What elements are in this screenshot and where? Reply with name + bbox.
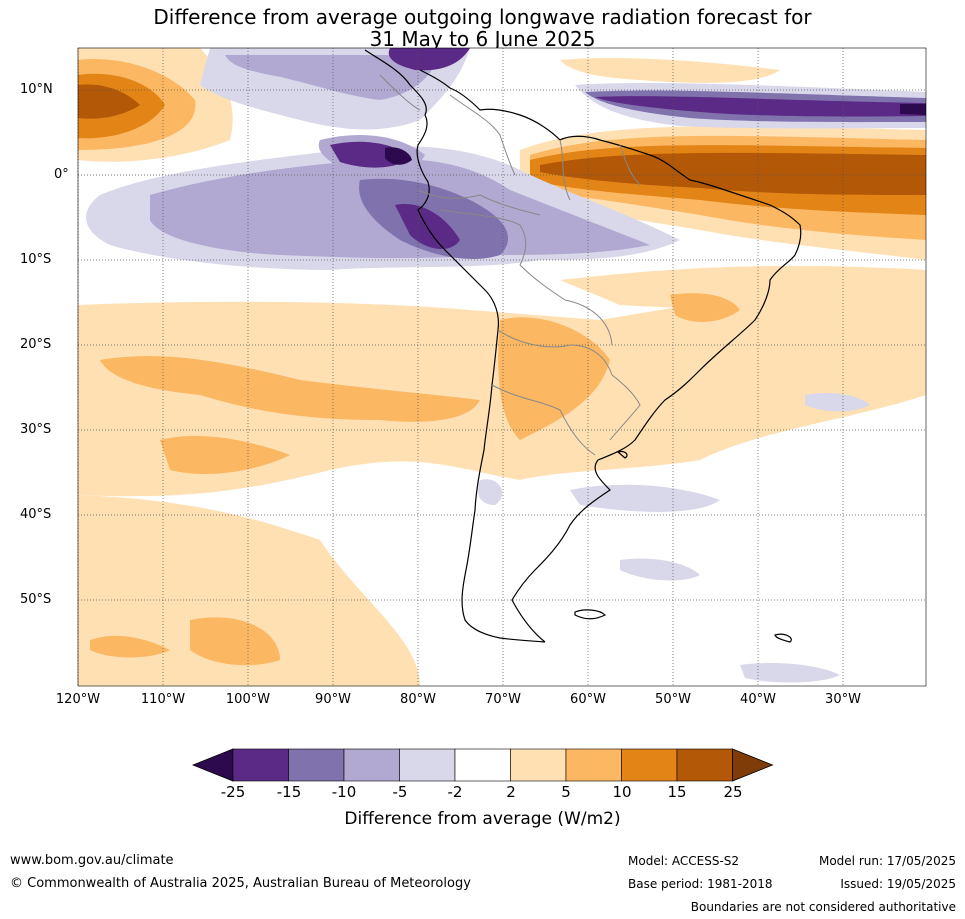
colorbar-tick: -10 <box>331 783 357 801</box>
colorbar-segment <box>343 748 400 782</box>
lon-label-80w: 80°W <box>400 692 436 707</box>
colorbar <box>191 748 774 782</box>
map-title-line1: Difference from average outgoing longwav… <box>153 5 812 29</box>
lon-label-110w: 110°W <box>140 692 186 707</box>
colorbar-arrow-max <box>732 748 774 782</box>
colorbar-segment <box>288 748 345 782</box>
colorbar-segment <box>454 748 511 782</box>
lat-label-10n: 10°N <box>20 82 53 97</box>
colorbar-segment <box>676 748 733 782</box>
colorbar-tick: 25 <box>723 783 743 801</box>
colorbar-tick: 2 <box>506 783 516 801</box>
issued-date: Issued: 19/05/2025 <box>840 877 956 891</box>
colorbar-tick: -25 <box>220 783 246 801</box>
colorbar-segment <box>565 748 622 782</box>
boundaries-disclaimer: Boundaries are not considered authoritat… <box>690 900 956 914</box>
map-title-line2: 31 May to 6 June 2025 <box>369 27 596 51</box>
colorbar-label: Difference from average (W/m2) <box>344 809 621 829</box>
lon-label-40w: 40°W <box>740 692 776 707</box>
map-frame <box>77 47 927 687</box>
colorbar-arrow-min <box>191 748 234 782</box>
coastline <box>364 49 802 643</box>
colorbar-tick: -2 <box>447 783 463 801</box>
colorbar-segment <box>399 748 456 782</box>
colorbar-tick: -5 <box>392 783 408 801</box>
model-run-date: Model run: 17/05/2025 <box>818 854 956 868</box>
colorbar-tick: 15 <box>667 783 687 801</box>
lat-label-20s: 20°S <box>20 337 52 352</box>
lon-label-90w: 90°W <box>315 692 351 707</box>
copyright-text: © Commonwealth of Australia 2025, Austra… <box>10 876 471 891</box>
colorbar-tick: 10 <box>612 783 632 801</box>
lat-label-50s: 50°S <box>20 592 52 607</box>
lon-label-30w: 30°W <box>825 692 861 707</box>
lon-label-120w: 120°W <box>55 692 101 707</box>
anomaly-field <box>78 48 926 686</box>
model-name: Model: ACCESS-S2 <box>628 854 740 868</box>
colorbar-segment <box>232 748 289 782</box>
website-link[interactable]: www.bom.gov.au/climate <box>10 853 174 868</box>
lat-label-40s: 40°S <box>20 507 52 522</box>
colorbar-tick: 5 <box>561 783 571 801</box>
lon-label-60w: 60°W <box>570 692 606 707</box>
colorbar-segment <box>510 748 567 782</box>
lon-label-100w: 100°W <box>225 692 271 707</box>
lat-label-10s: 10°S <box>20 252 52 267</box>
lon-label-50w: 50°W <box>655 692 691 707</box>
base-period: Base period: 1981-2018 <box>628 877 773 891</box>
lat-label-30s: 30°S <box>20 422 52 437</box>
lat-label-0: 0° <box>54 167 69 182</box>
lon-label-70w: 70°W <box>485 692 521 707</box>
colorbar-tick: -15 <box>276 783 302 801</box>
country-boundaries <box>379 74 641 456</box>
colorbar-segment <box>621 748 678 782</box>
